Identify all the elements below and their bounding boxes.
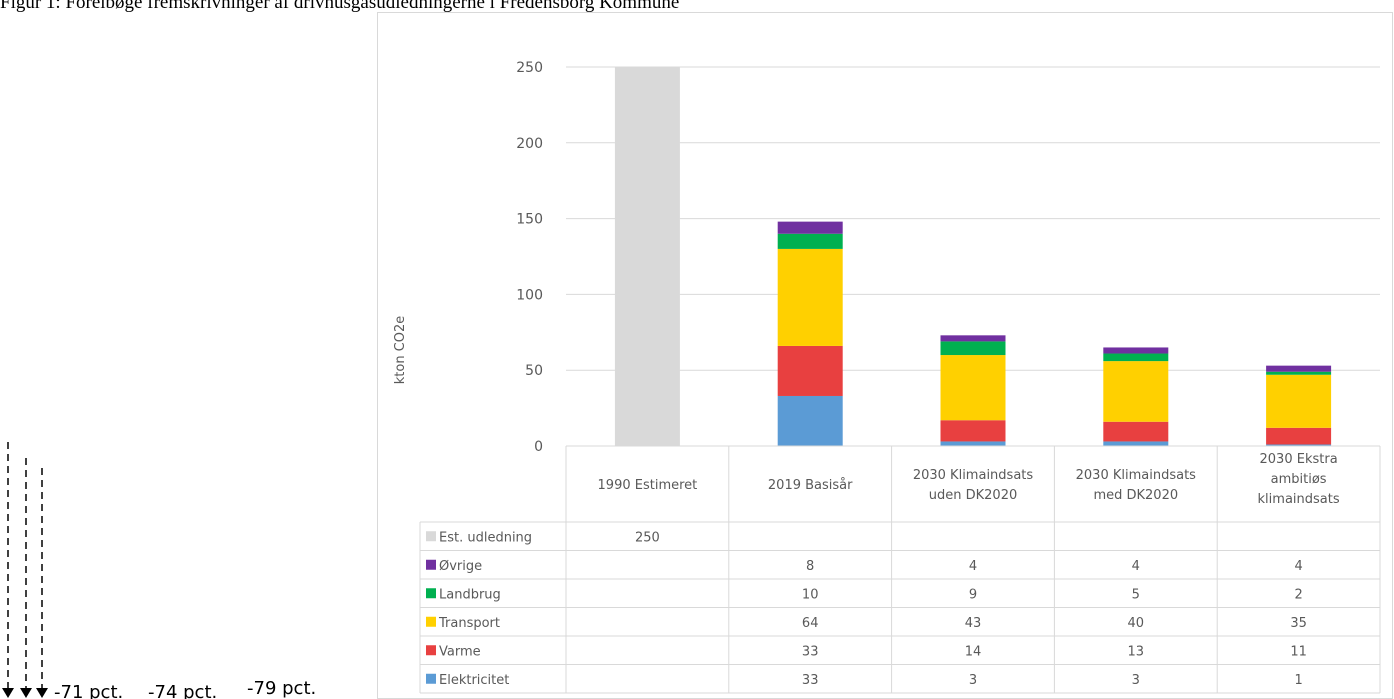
bar-segment-varme [1103,421,1169,442]
x-category-label: med DK2020 [1093,488,1178,503]
y-tick-label: 150 [516,212,543,228]
reduction-arrow-head [2,688,14,698]
y-tick-label: 100 [516,287,543,303]
reduction-markers: -71 pct. -74 pct. -79 pct. [2,442,316,699]
data-label: 4 [1294,559,1302,574]
bar-segment-landbrug [1103,353,1169,362]
data-label: 4 [1132,559,1140,574]
data-label: 3 [1132,673,1140,688]
data-label: 8 [806,559,814,574]
data-label: 1 [1294,673,1302,688]
reduction-arrow-head [36,688,48,698]
data-label: 64 [802,616,819,631]
legend-label: Elektricitet [439,673,509,688]
y-tick-label: 200 [516,136,543,152]
data-label: 10 [802,587,819,602]
x-category-label: ambitiøs [1271,472,1327,487]
data-label: 35 [1290,616,1307,631]
bars [614,67,1332,446]
bar-segment-ovrige [940,335,1006,342]
data-label: 33 [802,644,819,659]
bar-segment-transport [1266,374,1332,428]
x-category-label: uden DK2020 [929,488,1017,503]
bar-segment-transport [1103,361,1169,422]
data-label: 2 [1294,587,1302,602]
legend-swatch-varme [426,645,436,656]
data-label: 250 [635,530,660,545]
legend-label: Varme [439,644,481,659]
bar-segment-transport [940,355,1006,421]
data-label: 14 [965,644,982,659]
legend-swatch-landbrug [426,588,436,599]
data-label: 9 [969,587,977,602]
bar-segment-landbrug [940,341,1006,356]
data-label: 4 [969,559,977,574]
legend-swatch-transport [426,616,436,627]
x-category-label: 2019 Basisår [768,478,853,493]
data-label: 5 [1132,587,1140,602]
x-category-label: 2030 Ekstra [1260,452,1338,467]
reduction-label: -74 pct. [148,682,217,699]
y-axis-label: kton CO2e [393,316,408,385]
figure-title: Figur 1: Forelbøge fremskrivninger af dr… [0,0,680,13]
legend-swatch-ovrige [426,559,436,570]
bar-segment-elektricitet [1266,444,1332,446]
data-label: 11 [1290,644,1307,659]
data-label: 43 [965,616,982,631]
x-category-label: 2030 Klimaindsats [1076,468,1197,483]
legend-label: Øvrige [439,559,482,574]
bar-segment-elektricitet [940,441,1006,446]
y-tick-label: 250 [516,60,543,76]
x-category-label: klimaindsats [1258,492,1340,507]
bar-segment-landbrug [1266,371,1332,375]
reduction-label: -71 pct. [54,682,123,699]
legend-label: Landbrug [439,587,501,602]
bar-segment-varme [777,345,843,396]
y-tick-label: 0 [534,439,543,455]
data-label: 33 [802,673,819,688]
data-table: 1990 Estimeret 2019 Basisår 2030 Klimainds… [419,445,1381,694]
bar-segment-landbrug [777,233,843,249]
legend-label: Est. udledning [439,530,532,545]
bar-segment-transport [777,248,843,346]
chart-border [377,12,1393,699]
x-category-label: 2030 Klimaindsats [913,468,1034,483]
bar-segment-varme [1266,427,1332,445]
bar-segment-elektricitet [777,395,843,446]
x-category-label: 1990 Estimeret [598,478,698,493]
data-label: 3 [969,673,977,688]
legend-swatch-elektricitet [426,673,436,684]
data-label: 13 [1128,644,1145,659]
bar-segment-elektricitet [1103,441,1169,446]
reduction-label: -79 pct. [247,678,316,699]
y-axis-ticks: 0 50 100 150 200 250 [516,60,543,455]
bar-segment-ovrige [1266,365,1332,372]
bar-segment-est_udledning [614,67,680,446]
bar-segment-ovrige [1103,347,1169,354]
legend-swatch-est_udledning [426,531,436,542]
bar-segment-ovrige [777,221,843,234]
data-label: 40 [1128,616,1145,631]
reduction-arrow-head [20,688,32,698]
legend-label: Transport [438,616,500,631]
y-tick-label: 50 [525,363,543,379]
bar-segment-varme [940,420,1006,442]
